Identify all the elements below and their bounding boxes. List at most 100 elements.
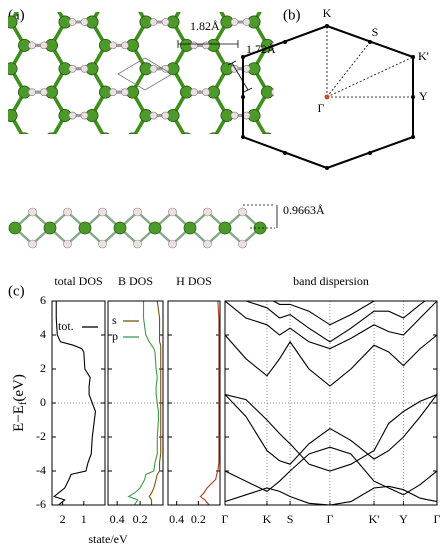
boron-atom bbox=[343, 133, 355, 145]
boron-atom bbox=[100, 0, 112, 5]
hydrogen-atom bbox=[202, 88, 210, 96]
plot-area bbox=[199, 301, 220, 505]
boron-atom bbox=[289, 133, 301, 145]
boron-atom bbox=[167, 156, 179, 168]
boron-atom bbox=[343, 86, 355, 98]
y-tick-label: 0 bbox=[40, 395, 46, 409]
curve bbox=[225, 485, 437, 505]
boron-atom bbox=[262, 180, 274, 192]
bond bbox=[11, 162, 25, 185]
plot-area bbox=[127, 301, 162, 505]
y-tick-label: -6 bbox=[36, 497, 46, 511]
hydrogen-atom bbox=[284, 89, 291, 96]
curve bbox=[52, 301, 97, 505]
top-view bbox=[0, 0, 355, 215]
hydrogen-atom bbox=[69, 159, 76, 166]
bond bbox=[214, 139, 228, 162]
bond bbox=[295, 92, 309, 115]
x-tick-label: K' bbox=[369, 512, 380, 526]
boron-atom bbox=[263, 132, 272, 134]
curve bbox=[225, 394, 437, 465]
hydrogen-atom bbox=[68, 64, 77, 73]
y-label-main: E−E bbox=[11, 405, 27, 432]
boron-atom bbox=[8, 221, 22, 235]
boron-atom bbox=[5, 156, 17, 168]
bond bbox=[92, 139, 106, 162]
boron-atom bbox=[289, 39, 301, 51]
bond-label: 0.9663Å bbox=[283, 203, 325, 217]
boron-atom bbox=[19, 0, 31, 5]
bond bbox=[173, 162, 187, 185]
hydrogen-atom bbox=[80, 111, 89, 120]
bond bbox=[52, 162, 66, 185]
boron-atom bbox=[183, 221, 197, 235]
curve bbox=[225, 446, 437, 496]
x-tick-label: Γ bbox=[434, 512, 441, 526]
boron-atom bbox=[329, 63, 341, 75]
boron-atom bbox=[302, 110, 314, 122]
boron-atom bbox=[302, 63, 314, 75]
bond bbox=[335, 69, 349, 92]
boron-atom bbox=[182, 132, 191, 134]
panel-title: band dispersion bbox=[293, 274, 369, 288]
bond bbox=[214, 139, 228, 162]
hydrogen-atom bbox=[162, 206, 169, 213]
y-tick-label: 6 bbox=[40, 293, 46, 307]
hydrogen-atom bbox=[191, 0, 198, 2]
bond bbox=[92, 139, 106, 162]
y-tick-label: 2 bbox=[40, 361, 46, 375]
boron-atom bbox=[329, 203, 341, 215]
hydrogen-atom bbox=[63, 207, 72, 217]
bond bbox=[92, 186, 106, 209]
hydrogen-atom bbox=[203, 182, 210, 189]
hydrogen-atom bbox=[63, 239, 72, 249]
hydrogen-atom bbox=[312, 19, 319, 26]
bond bbox=[52, 139, 66, 162]
boron-atom bbox=[46, 0, 58, 5]
boron-atom bbox=[289, 86, 301, 98]
hydrogen-atom bbox=[203, 135, 210, 142]
x-tick-label: S bbox=[287, 512, 294, 526]
hydrogen-atom bbox=[0, 65, 7, 72]
bond bbox=[214, 186, 228, 209]
boron-atom bbox=[19, 0, 31, 5]
hydrogen-atom bbox=[69, 159, 76, 166]
boron-atom bbox=[101, 132, 110, 134]
boron-atom bbox=[19, 180, 31, 192]
hydrogen-atom bbox=[0, 159, 7, 166]
curve bbox=[148, 301, 162, 505]
boron-atom bbox=[46, 180, 58, 192]
boron-atom bbox=[182, 132, 191, 134]
hydrogen-atom bbox=[29, 0, 36, 2]
hydrogen-atom bbox=[68, 111, 77, 120]
boron-atom bbox=[221, 203, 233, 215]
x-tick-label: 0.4 bbox=[110, 512, 125, 526]
hydrogen-atom bbox=[231, 206, 238, 213]
hydrogen-atom bbox=[41, 0, 48, 2]
y-tick-label: 4 bbox=[40, 327, 46, 341]
hydrogen-atom bbox=[122, 135, 129, 142]
hydrogen-atom bbox=[312, 65, 319, 72]
bond bbox=[254, 162, 268, 185]
hydrogen-atom bbox=[149, 64, 158, 73]
boron-atom bbox=[289, 0, 301, 5]
boron-atom bbox=[86, 156, 98, 168]
boron-atom bbox=[209, 132, 218, 134]
hydrogen-atom bbox=[324, 112, 331, 119]
hydrogen-atom bbox=[324, 206, 331, 213]
curve bbox=[199, 301, 220, 505]
bz-label: Y bbox=[419, 89, 428, 103]
boron-atom bbox=[289, 86, 301, 98]
boron-atom bbox=[20, 132, 29, 134]
boron-atom bbox=[208, 0, 220, 5]
hydrogen-atom bbox=[110, 182, 117, 189]
hydrogen-atom bbox=[40, 88, 48, 96]
x-tick-label: 0.4 bbox=[169, 512, 184, 526]
boron-atom bbox=[343, 0, 355, 5]
hydrogen-atom bbox=[243, 159, 250, 166]
bz-label: S bbox=[372, 25, 379, 39]
boron-atom bbox=[181, 180, 193, 192]
boron-atom bbox=[86, 203, 98, 215]
boron-atom bbox=[289, 39, 301, 51]
hydrogen-atom bbox=[150, 159, 157, 166]
